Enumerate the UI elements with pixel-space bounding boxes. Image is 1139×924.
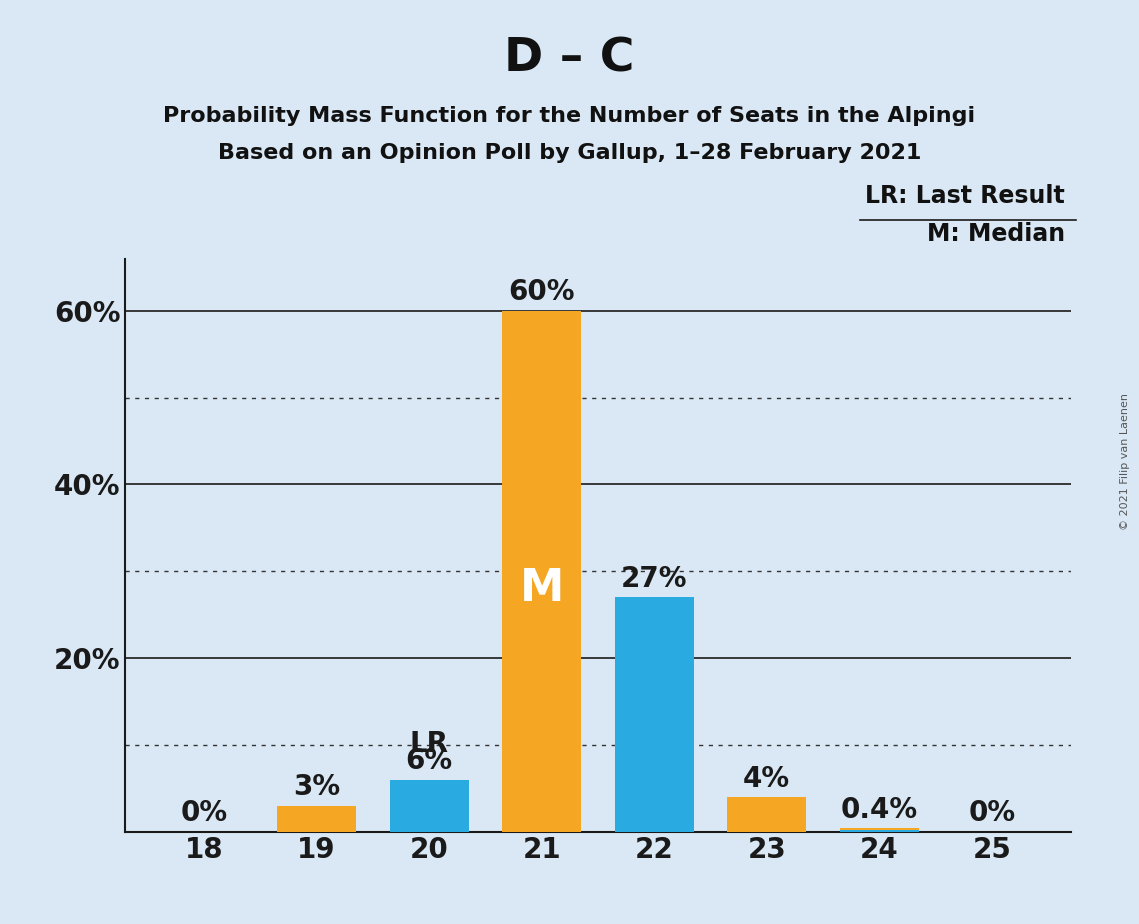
Bar <box>277 806 357 832</box>
Text: LR: Last Result: LR: Last Result <box>866 184 1065 208</box>
Text: 60%: 60% <box>508 278 575 307</box>
Text: M: Median: M: Median <box>927 222 1065 246</box>
Text: Probability Mass Function for the Number of Seats in the Alpingi: Probability Mass Function for the Number… <box>163 106 976 127</box>
Bar <box>390 780 468 832</box>
Text: D – C: D – C <box>505 37 634 82</box>
Text: 4%: 4% <box>744 764 790 793</box>
Text: 0%: 0% <box>968 799 1016 827</box>
Bar <box>839 828 919 832</box>
Text: 0.4%: 0.4% <box>841 796 918 824</box>
Text: 0%: 0% <box>180 799 228 827</box>
Text: M: M <box>519 567 564 610</box>
Text: 3%: 3% <box>293 773 341 801</box>
Bar <box>839 831 919 832</box>
Text: 27%: 27% <box>621 565 688 593</box>
Text: 6%: 6% <box>405 748 452 775</box>
Text: © 2021 Filip van Laenen: © 2021 Filip van Laenen <box>1121 394 1130 530</box>
Bar <box>615 597 694 832</box>
Bar <box>502 310 581 832</box>
Bar <box>728 796 806 832</box>
Text: LR: LR <box>410 730 449 758</box>
Text: Based on an Opinion Poll by Gallup, 1–28 February 2021: Based on an Opinion Poll by Gallup, 1–28… <box>218 143 921 164</box>
